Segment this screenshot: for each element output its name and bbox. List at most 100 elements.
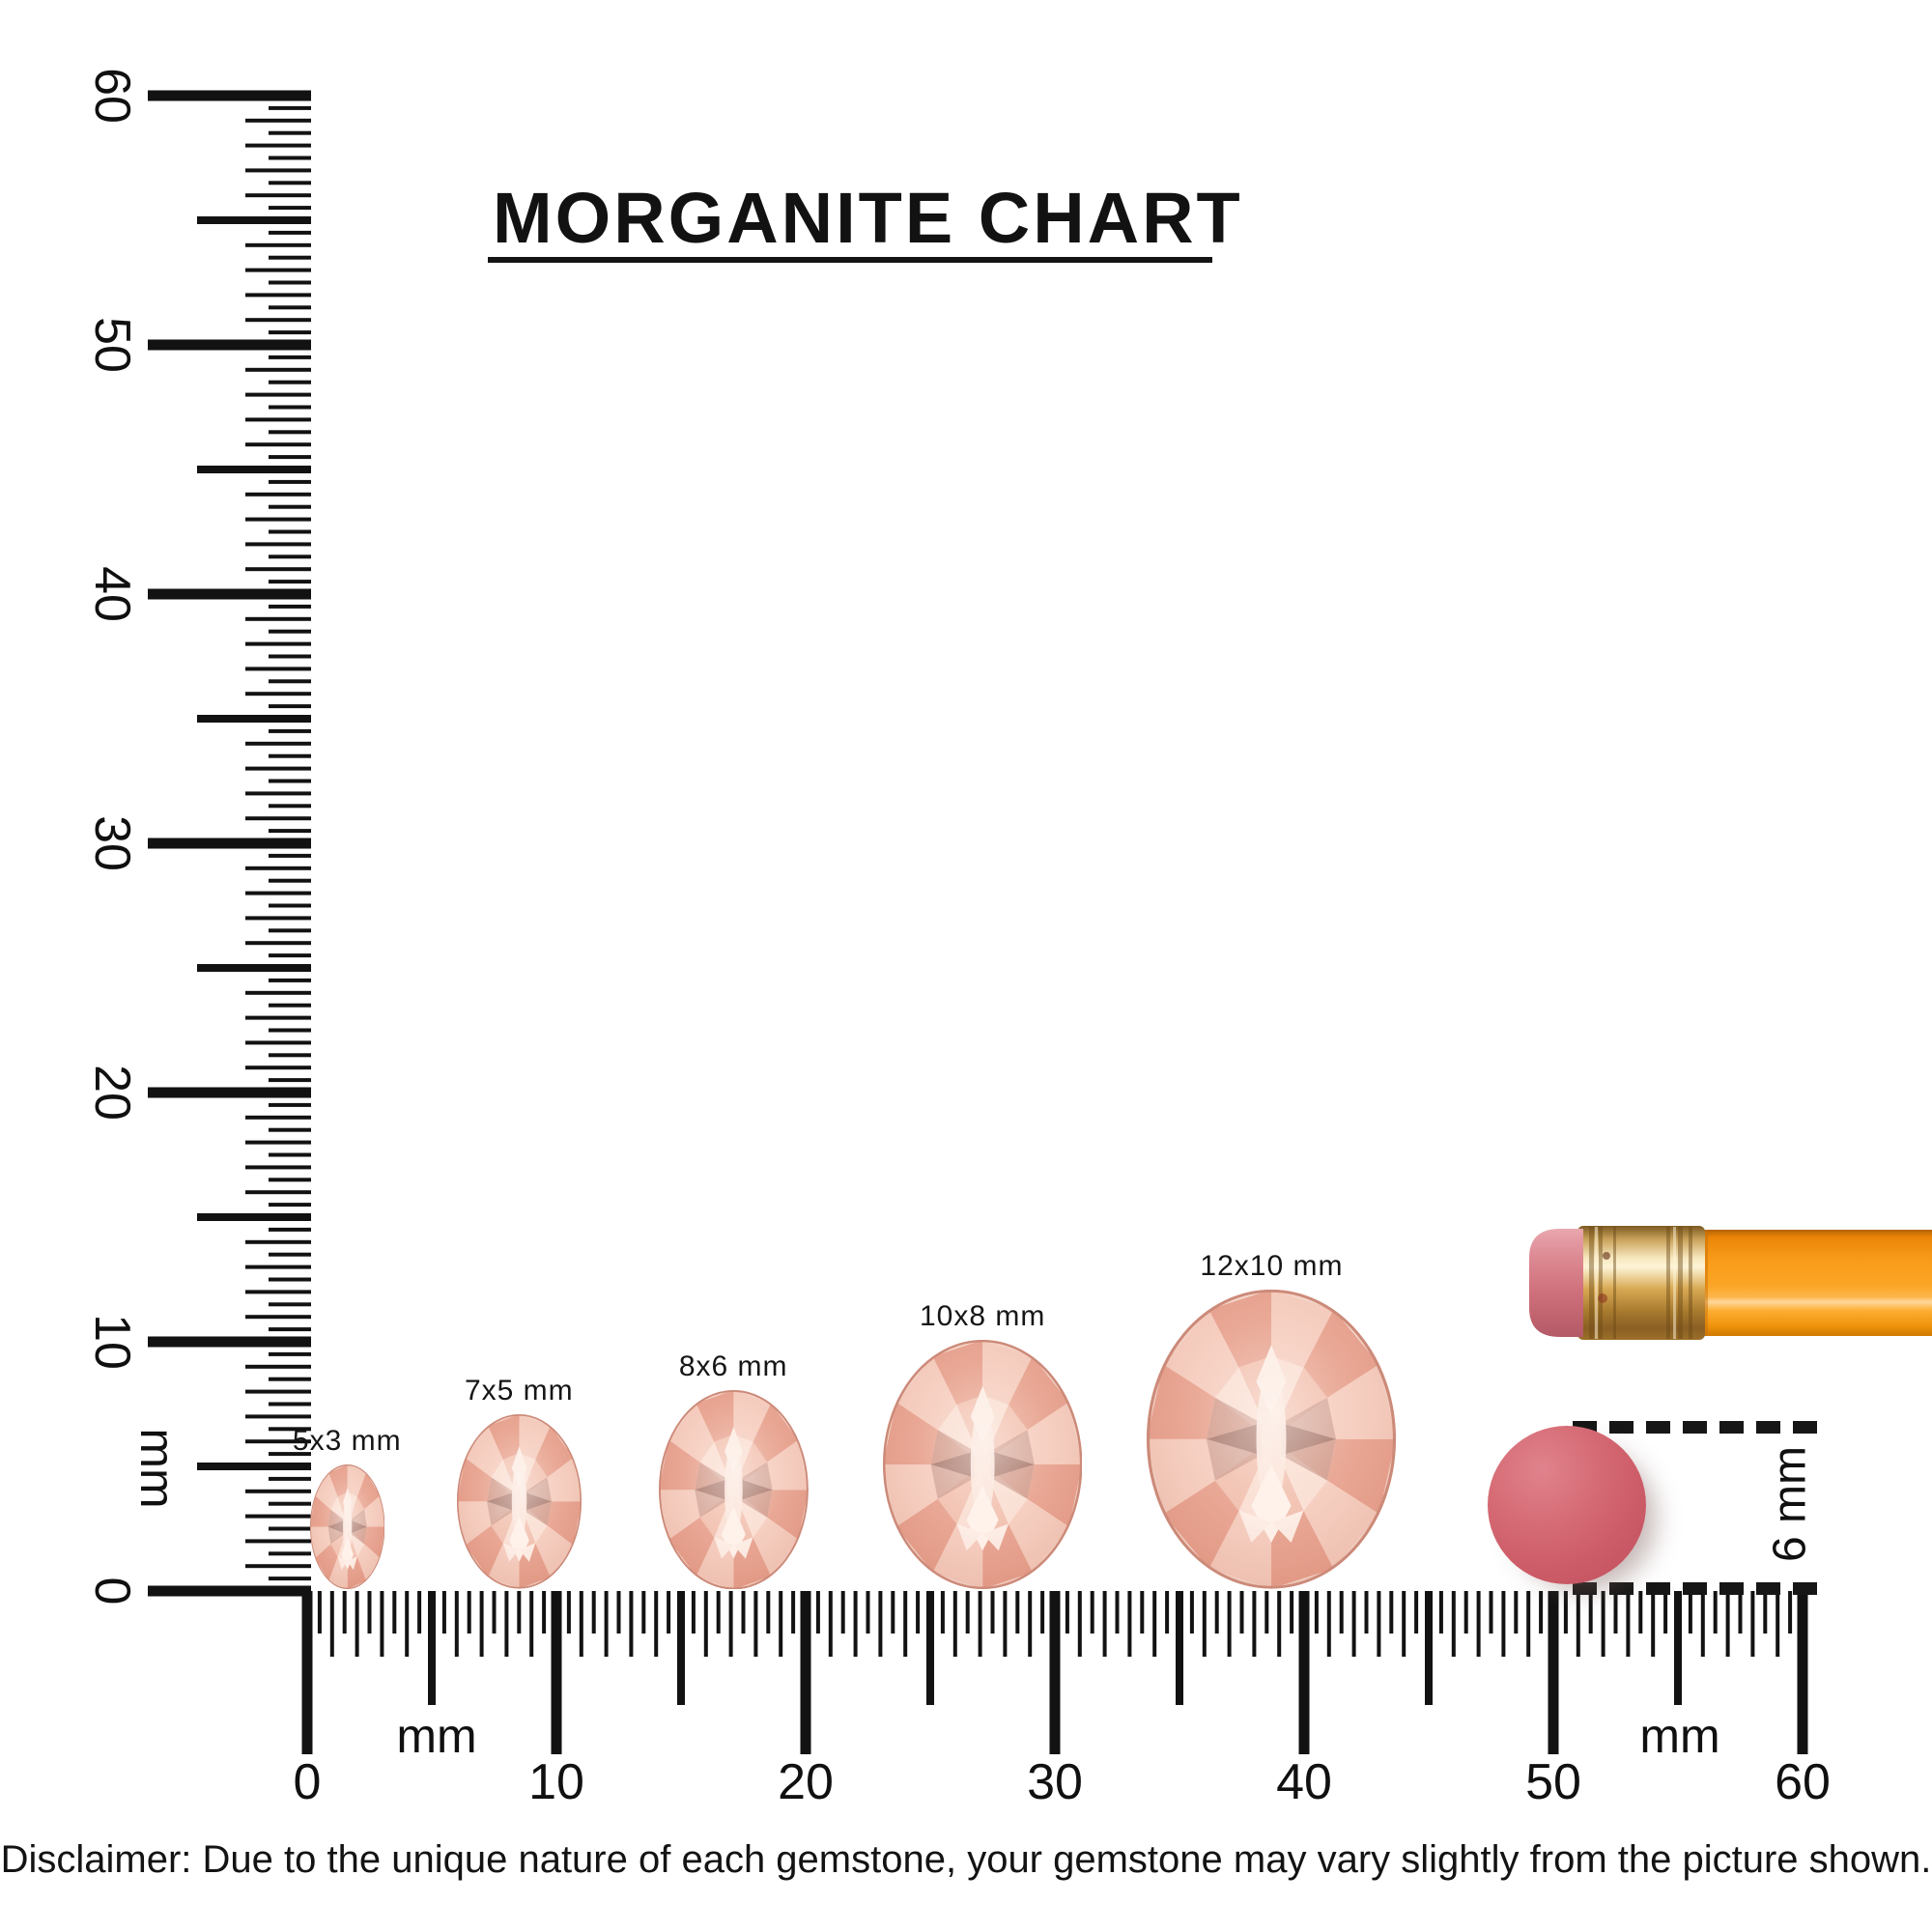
- v-ruler-tick: [148, 588, 311, 600]
- v-ruler-tick: [245, 1115, 311, 1120]
- v-ruler-tick: [269, 878, 311, 883]
- v-ruler-tick: [245, 990, 311, 995]
- h-ruler-tick: [579, 1591, 583, 1657]
- h-ruler-tick: [1214, 1591, 1219, 1634]
- h-ruler-tick: [800, 1591, 811, 1754]
- h-ruler-tick: [454, 1591, 459, 1657]
- h-ruler-number-0: 0: [293, 1754, 322, 1810]
- h-ruler-tick: [1202, 1591, 1207, 1657]
- h-ruler-tick: [392, 1591, 397, 1634]
- h-ruler-tick: [1576, 1591, 1580, 1657]
- v-ruler-tick: [245, 1364, 311, 1369]
- h-ruler-tick: [1588, 1591, 1593, 1634]
- h-ruler-tick: [428, 1591, 436, 1705]
- gem-7x5mm: [456, 1414, 582, 1589]
- v-ruler-tick: [269, 829, 311, 834]
- v-ruler-tick: [197, 216, 311, 224]
- h-ruler-tick: [1601, 1591, 1605, 1657]
- v-ruler-tick: [245, 1389, 311, 1394]
- v-ruler-tick: [269, 1277, 311, 1282]
- v-ruler-tick: [269, 1476, 311, 1481]
- h-ruler-tick: [1539, 1591, 1544, 1634]
- v-ruler-tick: [245, 168, 311, 173]
- v-ruler-tick: [269, 330, 311, 335]
- gem-size-label: 8x6 mm: [678, 1350, 788, 1382]
- v-ruler-tick: [245, 1165, 311, 1170]
- h-ruler-tick: [1501, 1591, 1506, 1657]
- v-ruler-tick: [269, 1501, 311, 1506]
- h-ruler-tick: [1326, 1591, 1331, 1657]
- h-ruler-tick: [591, 1591, 596, 1634]
- v-ruler-tick: [269, 1178, 311, 1182]
- gem-5x3mm: [309, 1464, 384, 1589]
- h-ruler-tick: [1152, 1591, 1157, 1657]
- v-ruler-tick: [148, 1585, 311, 1597]
- h-ruler-tick: [1563, 1591, 1568, 1634]
- h-ruler-tick: [1700, 1591, 1705, 1657]
- v-ruler-tick: [245, 392, 311, 397]
- v-ruler-tick: [245, 1140, 311, 1145]
- v-ruler-tick: [197, 715, 311, 723]
- h-ruler-tick: [604, 1591, 609, 1657]
- h-ruler-tick: [551, 1591, 562, 1754]
- h-ruler-tick: [1252, 1591, 1257, 1657]
- title-underline: [488, 257, 1212, 263]
- h-ruler-tick: [1725, 1591, 1730, 1657]
- h-ruler-tick: [1049, 1591, 1061, 1754]
- v-ruler-tick: [245, 1040, 311, 1045]
- h-ruler-tick: [878, 1591, 883, 1657]
- v-ruler-tick: [269, 554, 311, 559]
- gem-icon: [882, 1340, 1083, 1589]
- h-ruler-tick: [1290, 1591, 1294, 1634]
- v-ruler-tick: [269, 380, 311, 384]
- v-ruler-tick: [269, 1402, 311, 1406]
- v-ruler-tick: [245, 542, 311, 547]
- h-ruler-tick: [840, 1591, 845, 1634]
- v-ruler-tick: [148, 339, 311, 351]
- h-ruler-tick: [301, 1591, 313, 1754]
- v-ruler-tick: [269, 1227, 311, 1232]
- v-ruler-number-40: 40: [84, 566, 140, 622]
- h-ruler-tick: [1663, 1591, 1668, 1634]
- v-ruler-tick: [245, 692, 311, 696]
- h-ruler-number-10: 10: [528, 1754, 584, 1810]
- v-ruler-tick: [269, 903, 311, 908]
- v-ruler-number-30: 30: [84, 815, 140, 871]
- h-ruler-tick: [1425, 1591, 1433, 1705]
- pencil-graphic: [1521, 1225, 1932, 1341]
- h-ruler-tick: [978, 1591, 982, 1657]
- v-ruler-number-50: 50: [84, 317, 140, 373]
- h-ruler-number-60: 60: [1775, 1754, 1831, 1810]
- v-ruler-tick: [245, 1489, 311, 1493]
- v-ruler-tick: [148, 90, 311, 101]
- h-ruler-tick: [405, 1591, 410, 1657]
- v-ruler-tick: [245, 268, 311, 272]
- h-ruler-tick: [926, 1591, 934, 1705]
- v-ruler-tick: [269, 1377, 311, 1381]
- v-ruler-tick: [245, 816, 311, 821]
- h-ruler-tick: [1476, 1591, 1481, 1657]
- h-ruler-number-50: 50: [1525, 1754, 1581, 1810]
- h-ruler-tick: [616, 1591, 621, 1634]
- v-ruler-tick: [269, 704, 311, 709]
- v-ruler-tick: [269, 1053, 311, 1058]
- v-ruler-tick: [148, 1336, 311, 1348]
- v-ruler-tick: [269, 1526, 311, 1531]
- v-ruler-tick: [245, 1264, 311, 1269]
- v-ruler-tick: [269, 604, 311, 609]
- h-ruler-tick: [1797, 1591, 1808, 1754]
- v-ruler-tick: [245, 1190, 311, 1195]
- h-ruler-tick: [1090, 1591, 1094, 1634]
- h-ruler-tick: [753, 1591, 758, 1657]
- h-ruler-tick: [1189, 1591, 1194, 1634]
- h-ruler-tick: [641, 1591, 646, 1634]
- v-ruler-tick: [269, 430, 311, 435]
- h-ruler-tick: [791, 1591, 796, 1634]
- v-ruler-tick: [245, 417, 311, 422]
- h-ruler-tick: [1028, 1591, 1033, 1657]
- v-ruler-tick: [269, 953, 311, 958]
- v-ruler-tick: [245, 941, 311, 946]
- v-ruler-tick: [269, 1427, 311, 1432]
- v-ruler-tick: [245, 866, 311, 870]
- v-ruler-tick: [269, 130, 311, 135]
